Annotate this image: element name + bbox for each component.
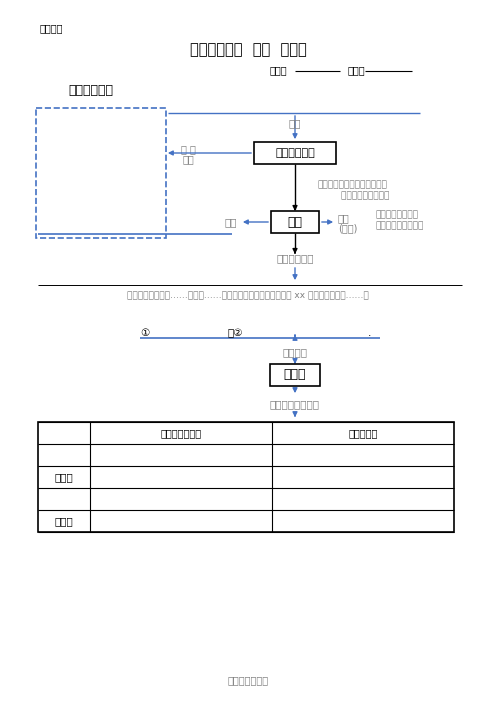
Text: 惯性现象解释: 惯性现象解释	[276, 253, 314, 263]
Text: 惯性得到直接体现。: 惯性得到直接体现。	[376, 222, 425, 230]
Bar	[271, 211, 319, 233]
Text: (拓展): (拓展)	[338, 223, 358, 233]
Text: 一对相互作用力: 一对相互作用力	[160, 428, 201, 438]
Text: 惯性: 惯性	[288, 216, 303, 228]
Text: 班级：: 班级：	[270, 65, 288, 75]
Text: 区别于相互作用力: 区别于相互作用力	[270, 399, 320, 409]
Text: 仅供学习与参考: 仅供学习与参考	[228, 675, 268, 685]
Text: 一、知识梳理: 一、知识梳理	[68, 84, 113, 98]
Text: （研究对象）原来……，突然……，由于惯性，物体要保持原来 xx 运动状态，所以……。: （研究对象）原来……，突然……，由于惯性，物体要保持原来 xx 运动状态，所以……	[127, 291, 369, 300]
Text: 平衡力: 平衡力	[284, 369, 306, 381]
Bar	[38, 422, 454, 532]
Text: 装置: 装置	[182, 154, 194, 164]
Text: ①: ①	[140, 328, 149, 338]
Text: 牛顿第一定律: 牛顿第一定律	[275, 148, 315, 158]
Text: 惯性得到直接体现。: 惯性得到直接体现。	[318, 192, 389, 201]
Text: ：②: ：②	[228, 328, 244, 338]
Text: 实 验: 实 验	[181, 144, 195, 154]
Text: 内容: 内容	[289, 118, 301, 128]
Text: 牛顿第一定律  惯性  平衡力: 牛顿第一定律 惯性 平衡力	[189, 43, 307, 58]
Text: .: .	[368, 328, 372, 338]
Text: 物体受平衡力时，: 物体受平衡力时，	[376, 211, 419, 220]
Text: 判断方法: 判断方法	[283, 347, 308, 357]
Text: 相同点: 相同点	[55, 472, 73, 482]
Text: 定义: 定义	[225, 217, 237, 227]
Bar	[254, 142, 336, 164]
Bar	[270, 364, 320, 386]
Text: 一对平衡力: 一对平衡力	[348, 428, 377, 438]
Text: 姓名：: 姓名：	[348, 65, 366, 75]
Bar	[36, 108, 166, 238]
Text: 运用: 运用	[338, 213, 350, 223]
Text: 学习资料: 学习资料	[40, 23, 63, 33]
Text: 关系：物体不受外力作用时，: 关系：物体不受外力作用时，	[318, 180, 388, 190]
Text: 不同点: 不同点	[55, 516, 73, 526]
